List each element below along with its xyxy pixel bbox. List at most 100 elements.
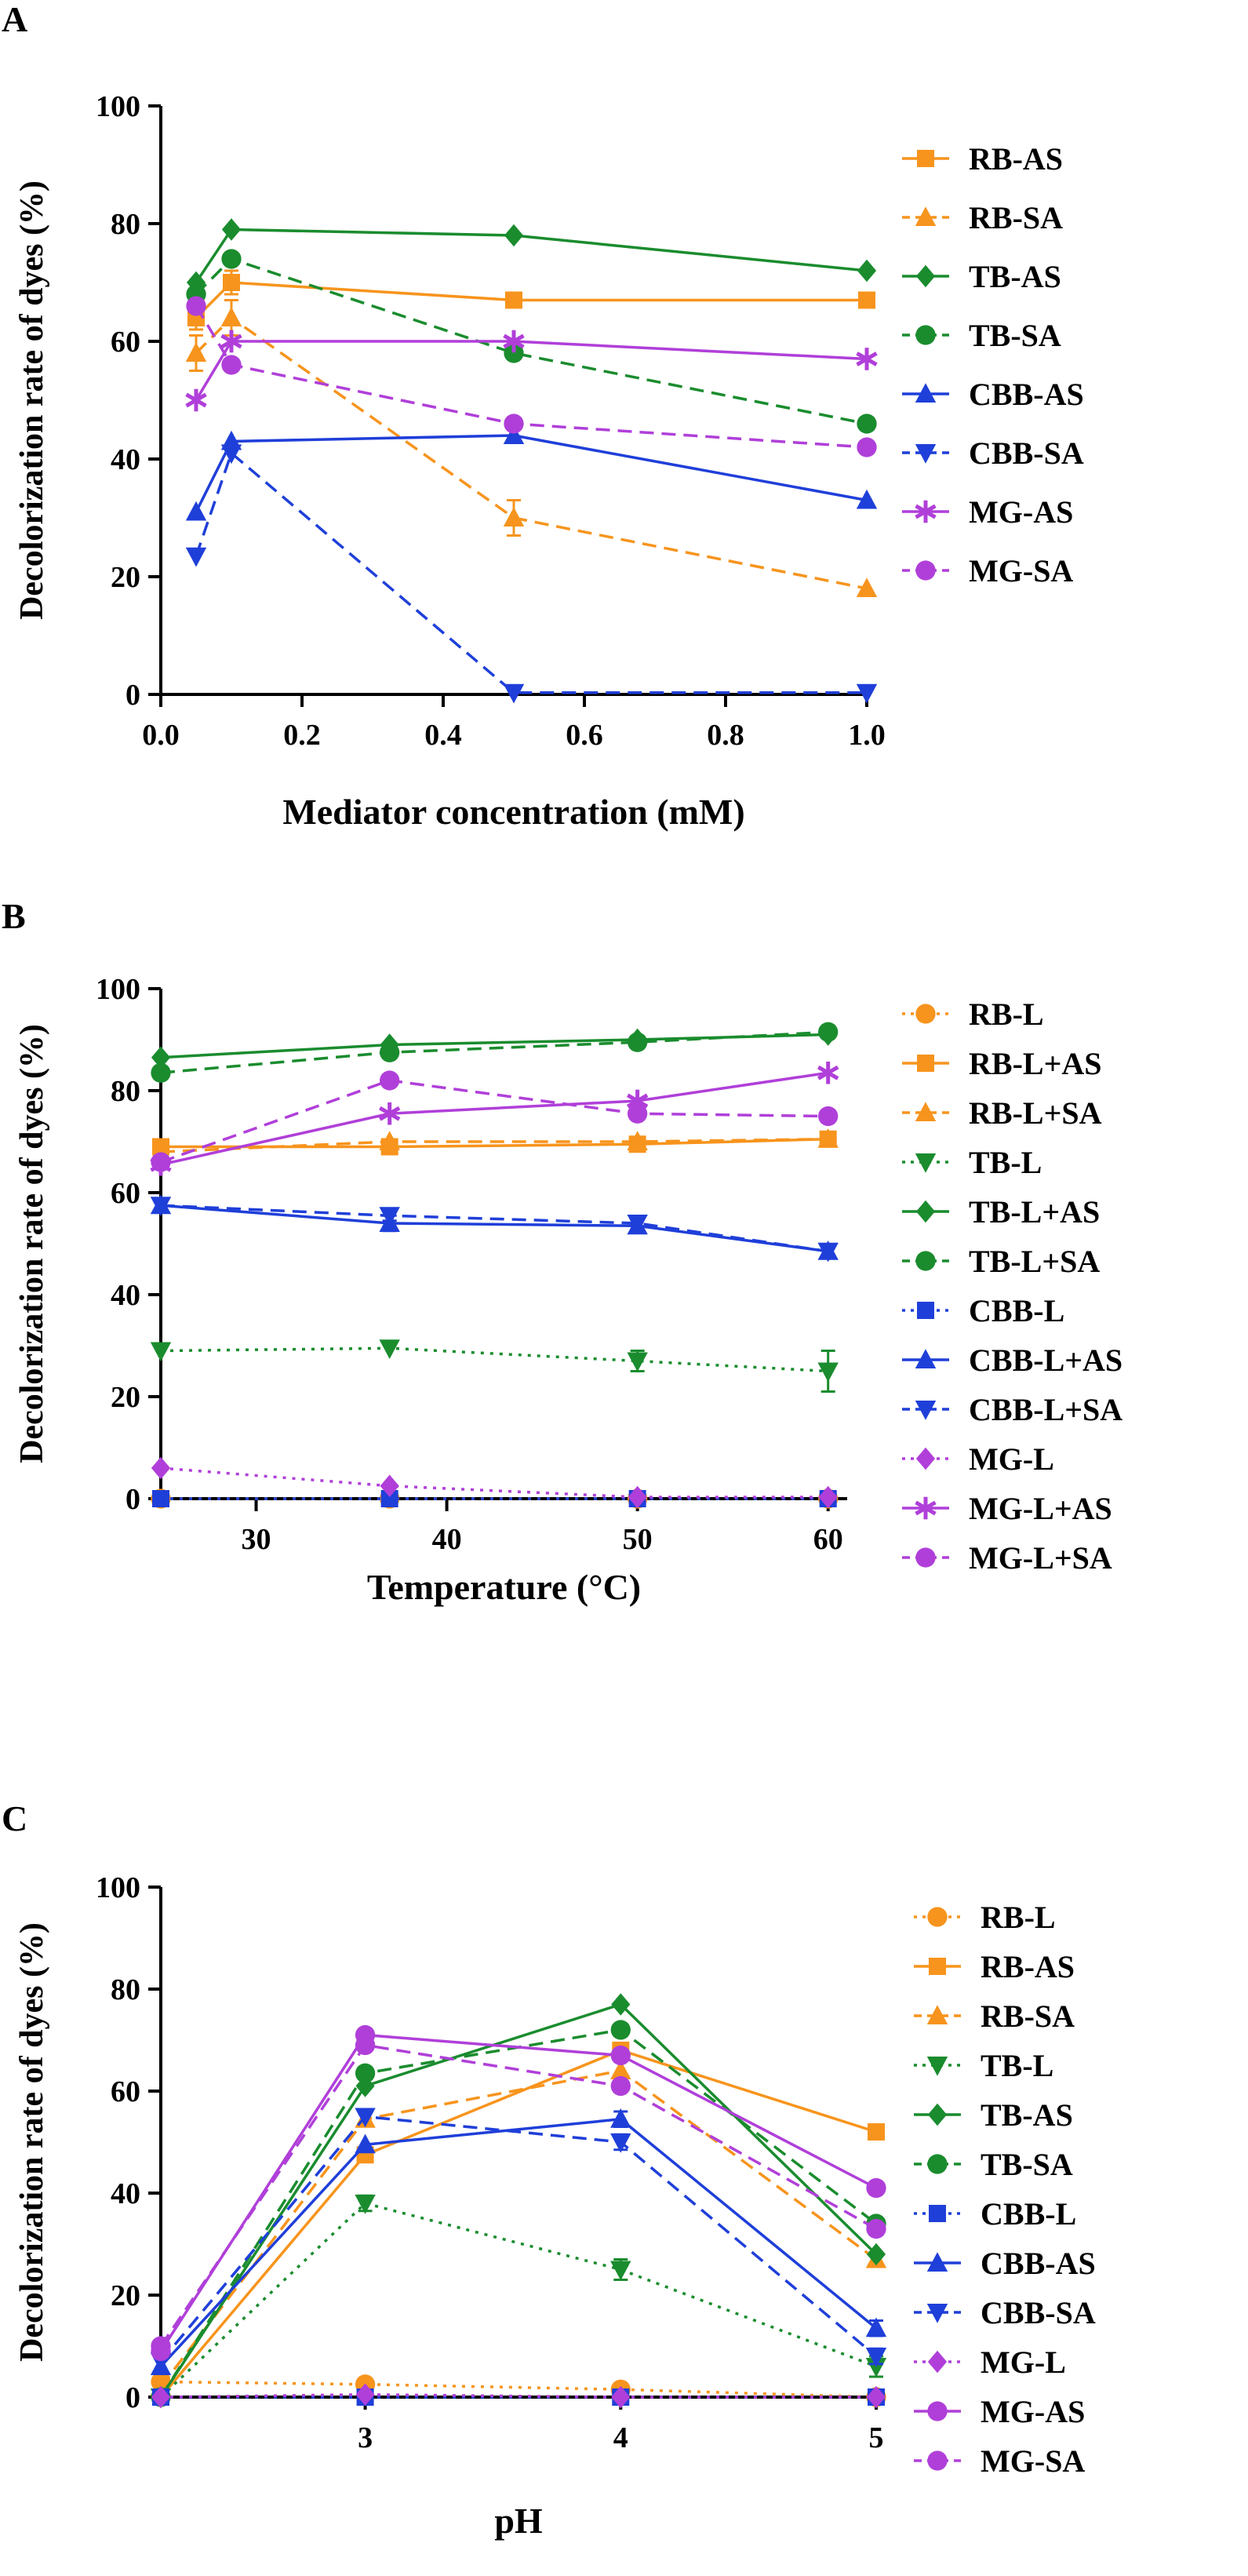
y-tick-label: 80 bbox=[111, 208, 140, 241]
legend-marker bbox=[917, 150, 934, 167]
y-tick-label: 40 bbox=[111, 2177, 140, 2210]
data-point bbox=[379, 1207, 400, 1226]
legend-item-cbb-sa: CBB-SA bbox=[914, 2295, 1096, 2330]
legend-label: TB-AS bbox=[981, 2097, 1073, 2133]
data-point bbox=[865, 2348, 887, 2367]
x-tick-label: 1.0 bbox=[848, 719, 886, 752]
axes: 0 20 40 60 80 100 30 40 50 60 bbox=[96, 973, 847, 1556]
series-mg-sa bbox=[151, 2035, 886, 2356]
data-point bbox=[817, 1362, 839, 1383]
legend: RB-L RB-AS RB-SA TB-L TB-AS TB-SA CBB-L CBB-AS C… bbox=[914, 1900, 1096, 2479]
series-cbb-as bbox=[185, 424, 878, 521]
series-line bbox=[195, 434, 868, 513]
data-point bbox=[186, 296, 206, 316]
series-tb-l bbox=[150, 1339, 839, 1393]
y-tick-label: 60 bbox=[111, 2075, 140, 2108]
data-point bbox=[221, 218, 242, 241]
data-point bbox=[151, 1456, 171, 1480]
data-point bbox=[185, 501, 207, 521]
data-point bbox=[151, 2336, 171, 2356]
data-point bbox=[380, 1474, 399, 1498]
legend-label: TB-SA bbox=[969, 318, 1061, 353]
data-point bbox=[818, 1106, 839, 1127]
legend-label: MG-L bbox=[969, 1441, 1054, 1477]
series-line bbox=[195, 228, 868, 283]
series-line bbox=[159, 2028, 878, 2398]
legend-label: MG-L+SA bbox=[969, 1540, 1112, 1576]
data-point bbox=[856, 578, 878, 597]
series-tb-as bbox=[186, 218, 877, 294]
x-axis-label: pH bbox=[494, 2501, 543, 2541]
legend-marker bbox=[917, 1055, 934, 1072]
series-line bbox=[160, 2392, 876, 2399]
data-point bbox=[380, 1070, 400, 1091]
series-line bbox=[160, 2380, 877, 2399]
legend-label: MG-L bbox=[981, 2345, 1066, 2380]
data-point bbox=[610, 2133, 631, 2153]
data-point bbox=[503, 683, 525, 704]
x-tick-label: 0.2 bbox=[283, 719, 321, 752]
series-line bbox=[195, 305, 868, 449]
data-point bbox=[628, 1485, 647, 1509]
legend-marker bbox=[927, 2103, 948, 2126]
legend-label: MG-SA bbox=[981, 2443, 1085, 2479]
y-axis-label: Decolorization rate of dyes (%) bbox=[14, 180, 50, 620]
data-point bbox=[355, 2195, 376, 2214]
legend-label: RB-L+SA bbox=[969, 1095, 1102, 1131]
legend-marker bbox=[915, 264, 936, 288]
legend-item-tb-l: TB-L bbox=[914, 2048, 1053, 2083]
plot-area bbox=[150, 1993, 887, 2409]
legend-marker bbox=[915, 1200, 936, 1223]
legend-label: MG-AS bbox=[969, 494, 1073, 530]
panel-B: B 0 20 40 60 80 100 30 40 50 60 Temperature (°C) Dec… bbox=[2, 896, 1122, 1607]
legend-item-cbb-l-sa: CBB-L+SA bbox=[902, 1392, 1122, 1427]
legend-item-rb-l: RB-L bbox=[902, 997, 1044, 1032]
series-line bbox=[159, 2033, 877, 2352]
y-tick-label: 100 bbox=[96, 1871, 140, 1904]
series-line bbox=[160, 1030, 828, 1074]
legend-item-cbb-as: CBB-AS bbox=[914, 2246, 1096, 2281]
panel-label: A bbox=[2, 0, 27, 39]
series-mg-as bbox=[151, 2024, 886, 2362]
panel-label: B bbox=[2, 896, 26, 936]
data-point bbox=[866, 2177, 886, 2199]
legend-label: CBB-SA bbox=[981, 2295, 1096, 2330]
y-tick-label: 80 bbox=[111, 1075, 140, 1108]
legend-marker bbox=[915, 1496, 937, 1520]
legend-label: CBB-L+SA bbox=[969, 1392, 1122, 1427]
legend-item-rb-as: RB-AS bbox=[914, 1949, 1075, 1984]
data-point bbox=[150, 1342, 172, 1362]
series-cbb-l-sa bbox=[150, 1197, 839, 1262]
legend: RB-AS RB-SA TB-AS TB-SA CBB-AS CBB-SA MG-AS MG-… bbox=[902, 141, 1084, 588]
legend-label: TB-L bbox=[981, 2048, 1053, 2083]
series-line bbox=[195, 315, 868, 590]
data-point bbox=[503, 424, 525, 444]
series-mg-l-sa bbox=[151, 1070, 839, 1172]
legend-marker bbox=[915, 1447, 936, 1470]
data-point bbox=[504, 224, 524, 247]
legend-item-rb-l-sa: RB-L+SA bbox=[902, 1095, 1102, 1131]
legend-label: TB-L bbox=[969, 1145, 1042, 1180]
series-tb-l bbox=[150, 2194, 887, 2408]
data-point bbox=[865, 2358, 887, 2377]
legend-label: TB-AS bbox=[969, 259, 1061, 294]
data-point bbox=[220, 444, 242, 465]
series-line bbox=[159, 2002, 878, 2398]
legend-label: CBB-SA bbox=[969, 435, 1084, 471]
series-line bbox=[195, 257, 868, 425]
data-point bbox=[504, 414, 524, 434]
legend-label: TB-SA bbox=[981, 2147, 1073, 2182]
series-line bbox=[159, 2069, 878, 2388]
data-point bbox=[627, 1032, 648, 1052]
legend-marker bbox=[927, 2450, 948, 2471]
panel-A: A 0 20 40 60 80 100 0.0 0.2 0.4 0.6 0.8 1.0 Mediator … bbox=[2, 0, 1084, 832]
data-point bbox=[610, 2075, 631, 2097]
data-point bbox=[355, 2035, 376, 2056]
y-tick-label: 20 bbox=[111, 2279, 140, 2312]
data-point bbox=[627, 1352, 648, 1372]
series-line bbox=[159, 2043, 877, 2347]
legend-item-cbb-as: CBB-AS bbox=[902, 377, 1084, 412]
legend-item-cbb-l: CBB-L bbox=[914, 2196, 1076, 2232]
data-point bbox=[379, 1131, 400, 1150]
data-point bbox=[610, 2020, 631, 2040]
